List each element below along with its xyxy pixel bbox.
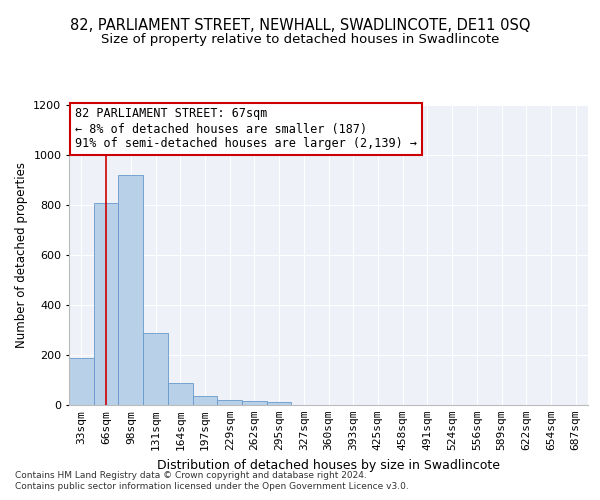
Bar	[69, 358, 94, 405]
Bar	[118, 175, 143, 405]
Bar	[217, 400, 242, 405]
X-axis label: Distribution of detached houses by size in Swadlincote: Distribution of detached houses by size …	[157, 458, 500, 471]
Bar	[94, 202, 118, 405]
Bar	[143, 332, 168, 405]
Y-axis label: Number of detached properties: Number of detached properties	[14, 162, 28, 348]
Text: Size of property relative to detached houses in Swadlincote: Size of property relative to detached ho…	[101, 32, 499, 46]
Bar	[168, 383, 193, 405]
Text: 82 PARLIAMENT STREET: 67sqm
← 8% of detached houses are smaller (187)
91% of sem: 82 PARLIAMENT STREET: 67sqm ← 8% of deta…	[75, 108, 417, 150]
Bar	[242, 400, 267, 405]
Text: 82, PARLIAMENT STREET, NEWHALL, SWADLINCOTE, DE11 0SQ: 82, PARLIAMENT STREET, NEWHALL, SWADLINC…	[70, 18, 530, 32]
Bar	[267, 402, 292, 405]
Text: Contains public sector information licensed under the Open Government Licence v3: Contains public sector information licen…	[15, 482, 409, 491]
Bar	[193, 396, 217, 405]
Text: Contains HM Land Registry data © Crown copyright and database right 2024.: Contains HM Land Registry data © Crown c…	[15, 471, 367, 480]
